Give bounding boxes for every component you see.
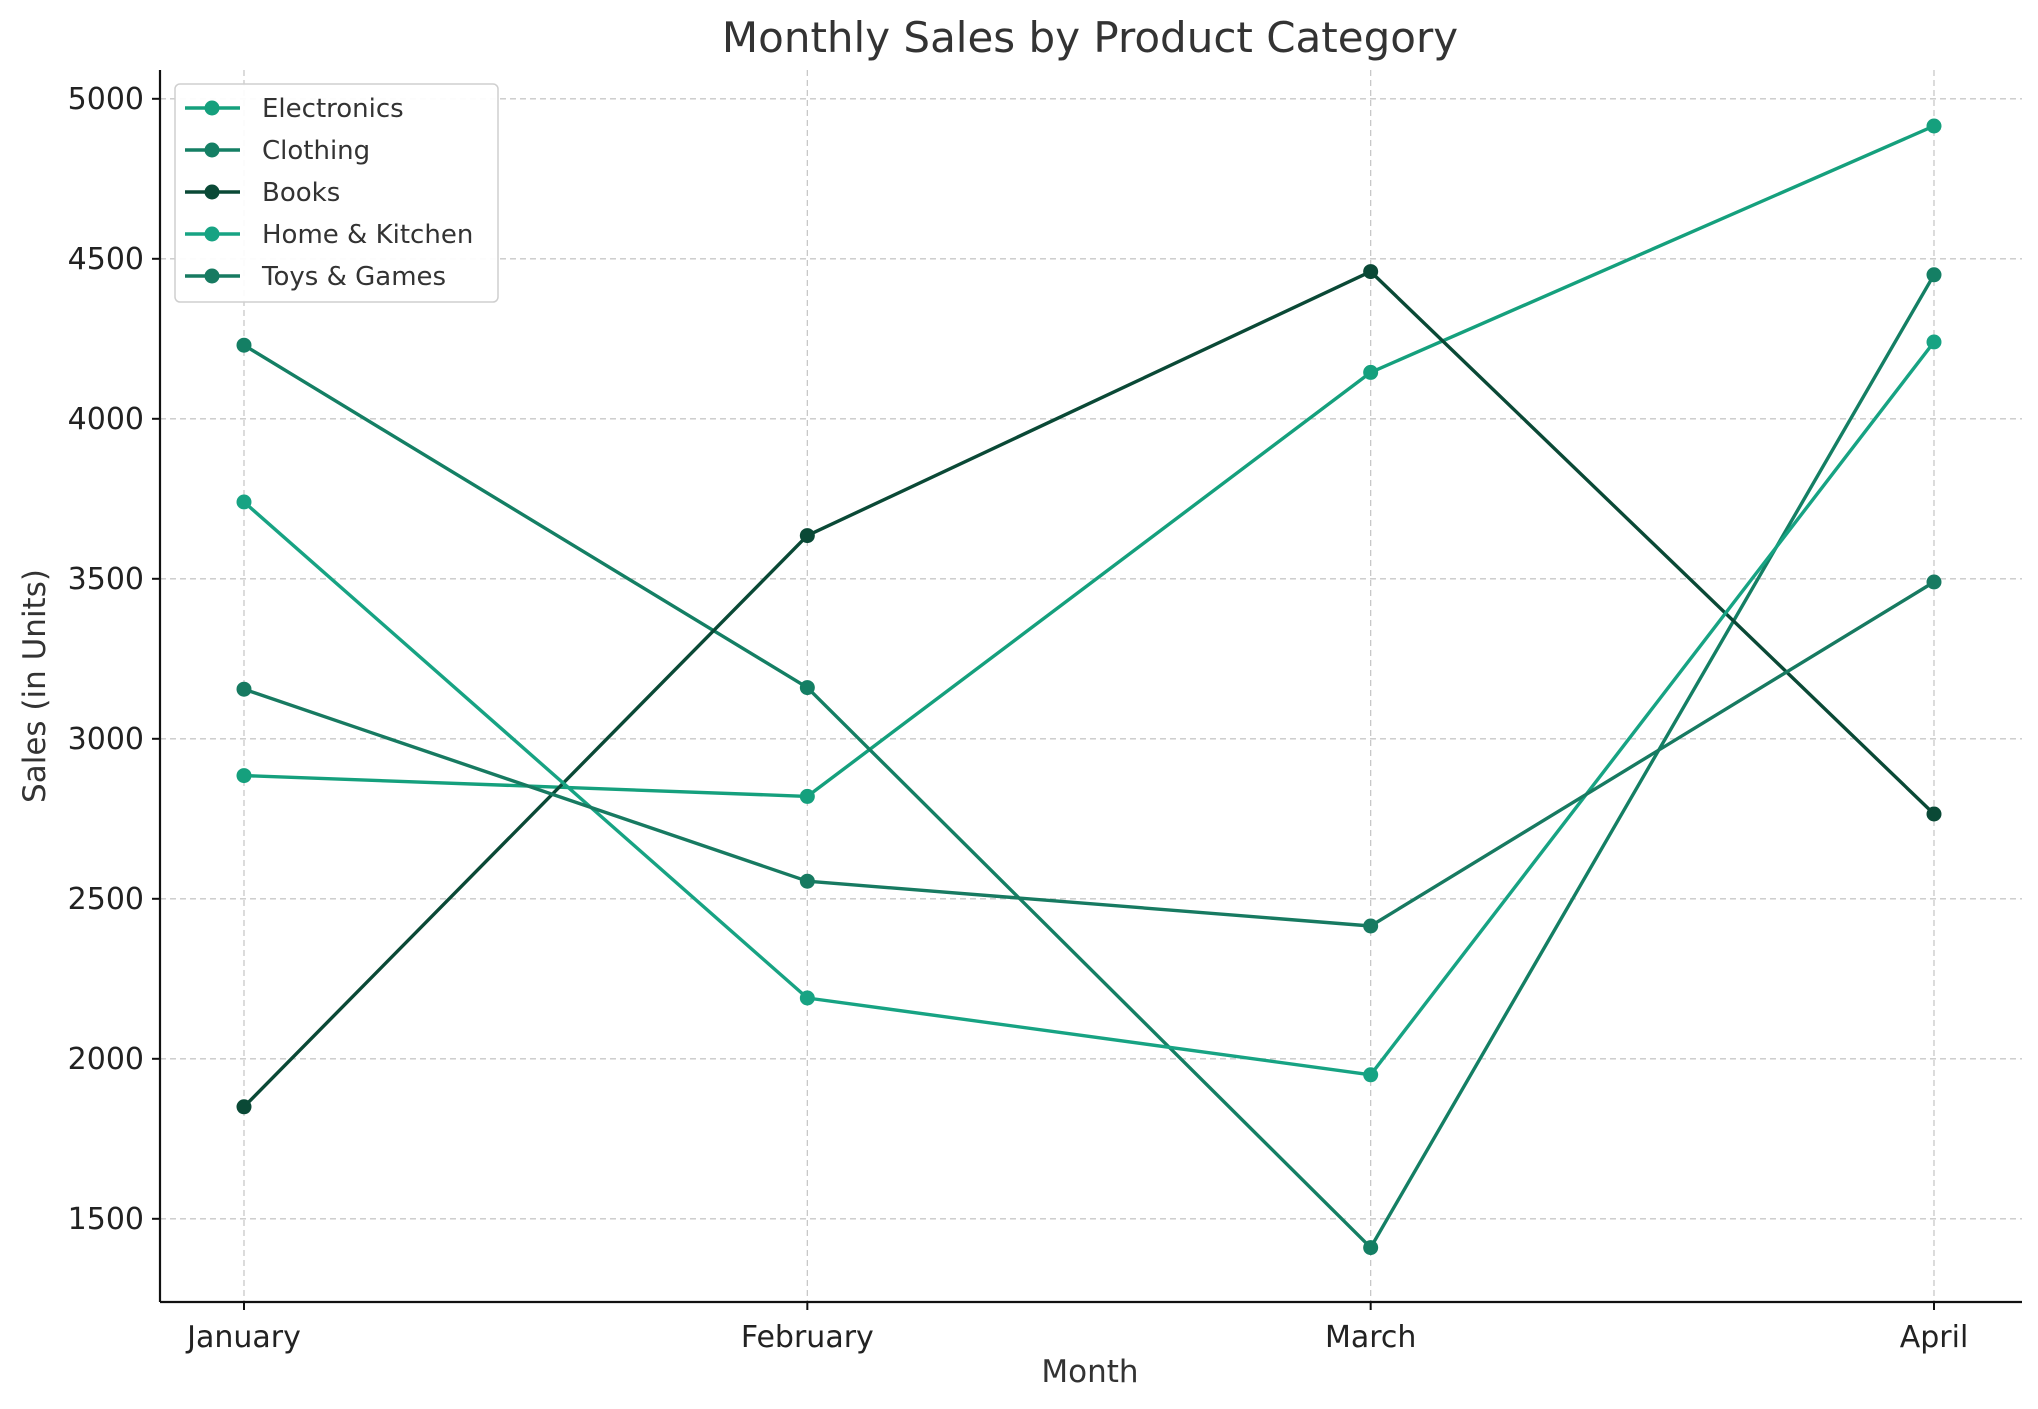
data-point <box>236 337 252 353</box>
x-tick-label: April <box>1900 1320 1969 1355</box>
data-point <box>1926 574 1942 590</box>
x-tick-label: March <box>1325 1320 1416 1355</box>
data-point <box>1926 267 1942 283</box>
y-tick-label: 3000 <box>68 722 144 757</box>
legend-item: Home & Kitchen <box>185 220 473 250</box>
legend-label: Toys & Games <box>261 262 446 292</box>
tick-labels: 1500 2000 2500 3000 3500 4000 4500 5000 January F… <box>68 82 1969 1355</box>
series-line <box>242 269 1936 1108</box>
legend-item: Toys & Games <box>185 262 446 292</box>
y-tick-label: 4500 <box>68 242 144 277</box>
y-tick-label: 2000 <box>68 1042 144 1077</box>
y-tick-label: 4000 <box>68 402 144 437</box>
legend-marker <box>204 184 220 200</box>
data-point <box>1926 118 1942 134</box>
legend-marker <box>204 268 220 284</box>
legend-marker <box>204 100 220 116</box>
y-axis-title: Sales (in Units) <box>17 569 53 803</box>
series-group <box>236 334 1942 1083</box>
data-point <box>799 788 815 804</box>
series-line <box>243 580 1935 928</box>
data-point <box>799 680 815 696</box>
chart-title: Monthly Sales by Product Category <box>722 13 1458 62</box>
data-point <box>799 528 815 544</box>
x-tick-label: February <box>741 1320 874 1355</box>
series-group <box>236 574 1942 934</box>
data-point <box>1363 918 1379 934</box>
legend-frame <box>174 83 499 303</box>
series-lines <box>236 118 1942 1256</box>
series-line <box>242 340 1936 1077</box>
legend-items: Electronics Clothing Books Home & Kitchen To… <box>185 94 473 292</box>
legend-label: Home & Kitchen <box>262 220 473 250</box>
legend-item: Electronics <box>185 94 404 124</box>
y-tick-label: 3500 <box>68 562 144 597</box>
series-group <box>236 264 1942 1115</box>
data-point <box>1363 364 1379 380</box>
data-point <box>1926 334 1942 350</box>
legend-marker <box>204 142 220 158</box>
data-point <box>799 873 815 889</box>
x-tick-label: January <box>185 1320 301 1355</box>
data-point <box>1926 806 1942 822</box>
x-axis-title: Month <box>1041 1354 1138 1390</box>
legend-item: Clothing <box>185 136 370 166</box>
axes <box>158 70 2022 1304</box>
series-line <box>243 273 1936 1250</box>
legend-label: Books <box>262 178 340 208</box>
data-point <box>1363 1240 1379 1256</box>
data-point <box>1363 1067 1379 1083</box>
y-tick-label: 2500 <box>68 882 144 917</box>
data-point <box>236 1099 252 1115</box>
data-point <box>1363 264 1379 280</box>
data-point <box>799 990 815 1006</box>
y-tick-label: 1500 <box>68 1202 144 1237</box>
y-tick-label: 5000 <box>68 82 144 117</box>
legend-label: Clothing <box>262 136 370 166</box>
data-point <box>236 681 252 697</box>
series-group <box>236 267 1942 1256</box>
legend-marker <box>204 226 220 242</box>
legend-item: Books <box>185 178 340 208</box>
data-point <box>236 494 252 510</box>
legend-label: Electronics <box>262 94 404 124</box>
legend: Electronics Clothing Books Home & Kitchen To… <box>174 83 499 303</box>
data-point <box>236 768 252 784</box>
